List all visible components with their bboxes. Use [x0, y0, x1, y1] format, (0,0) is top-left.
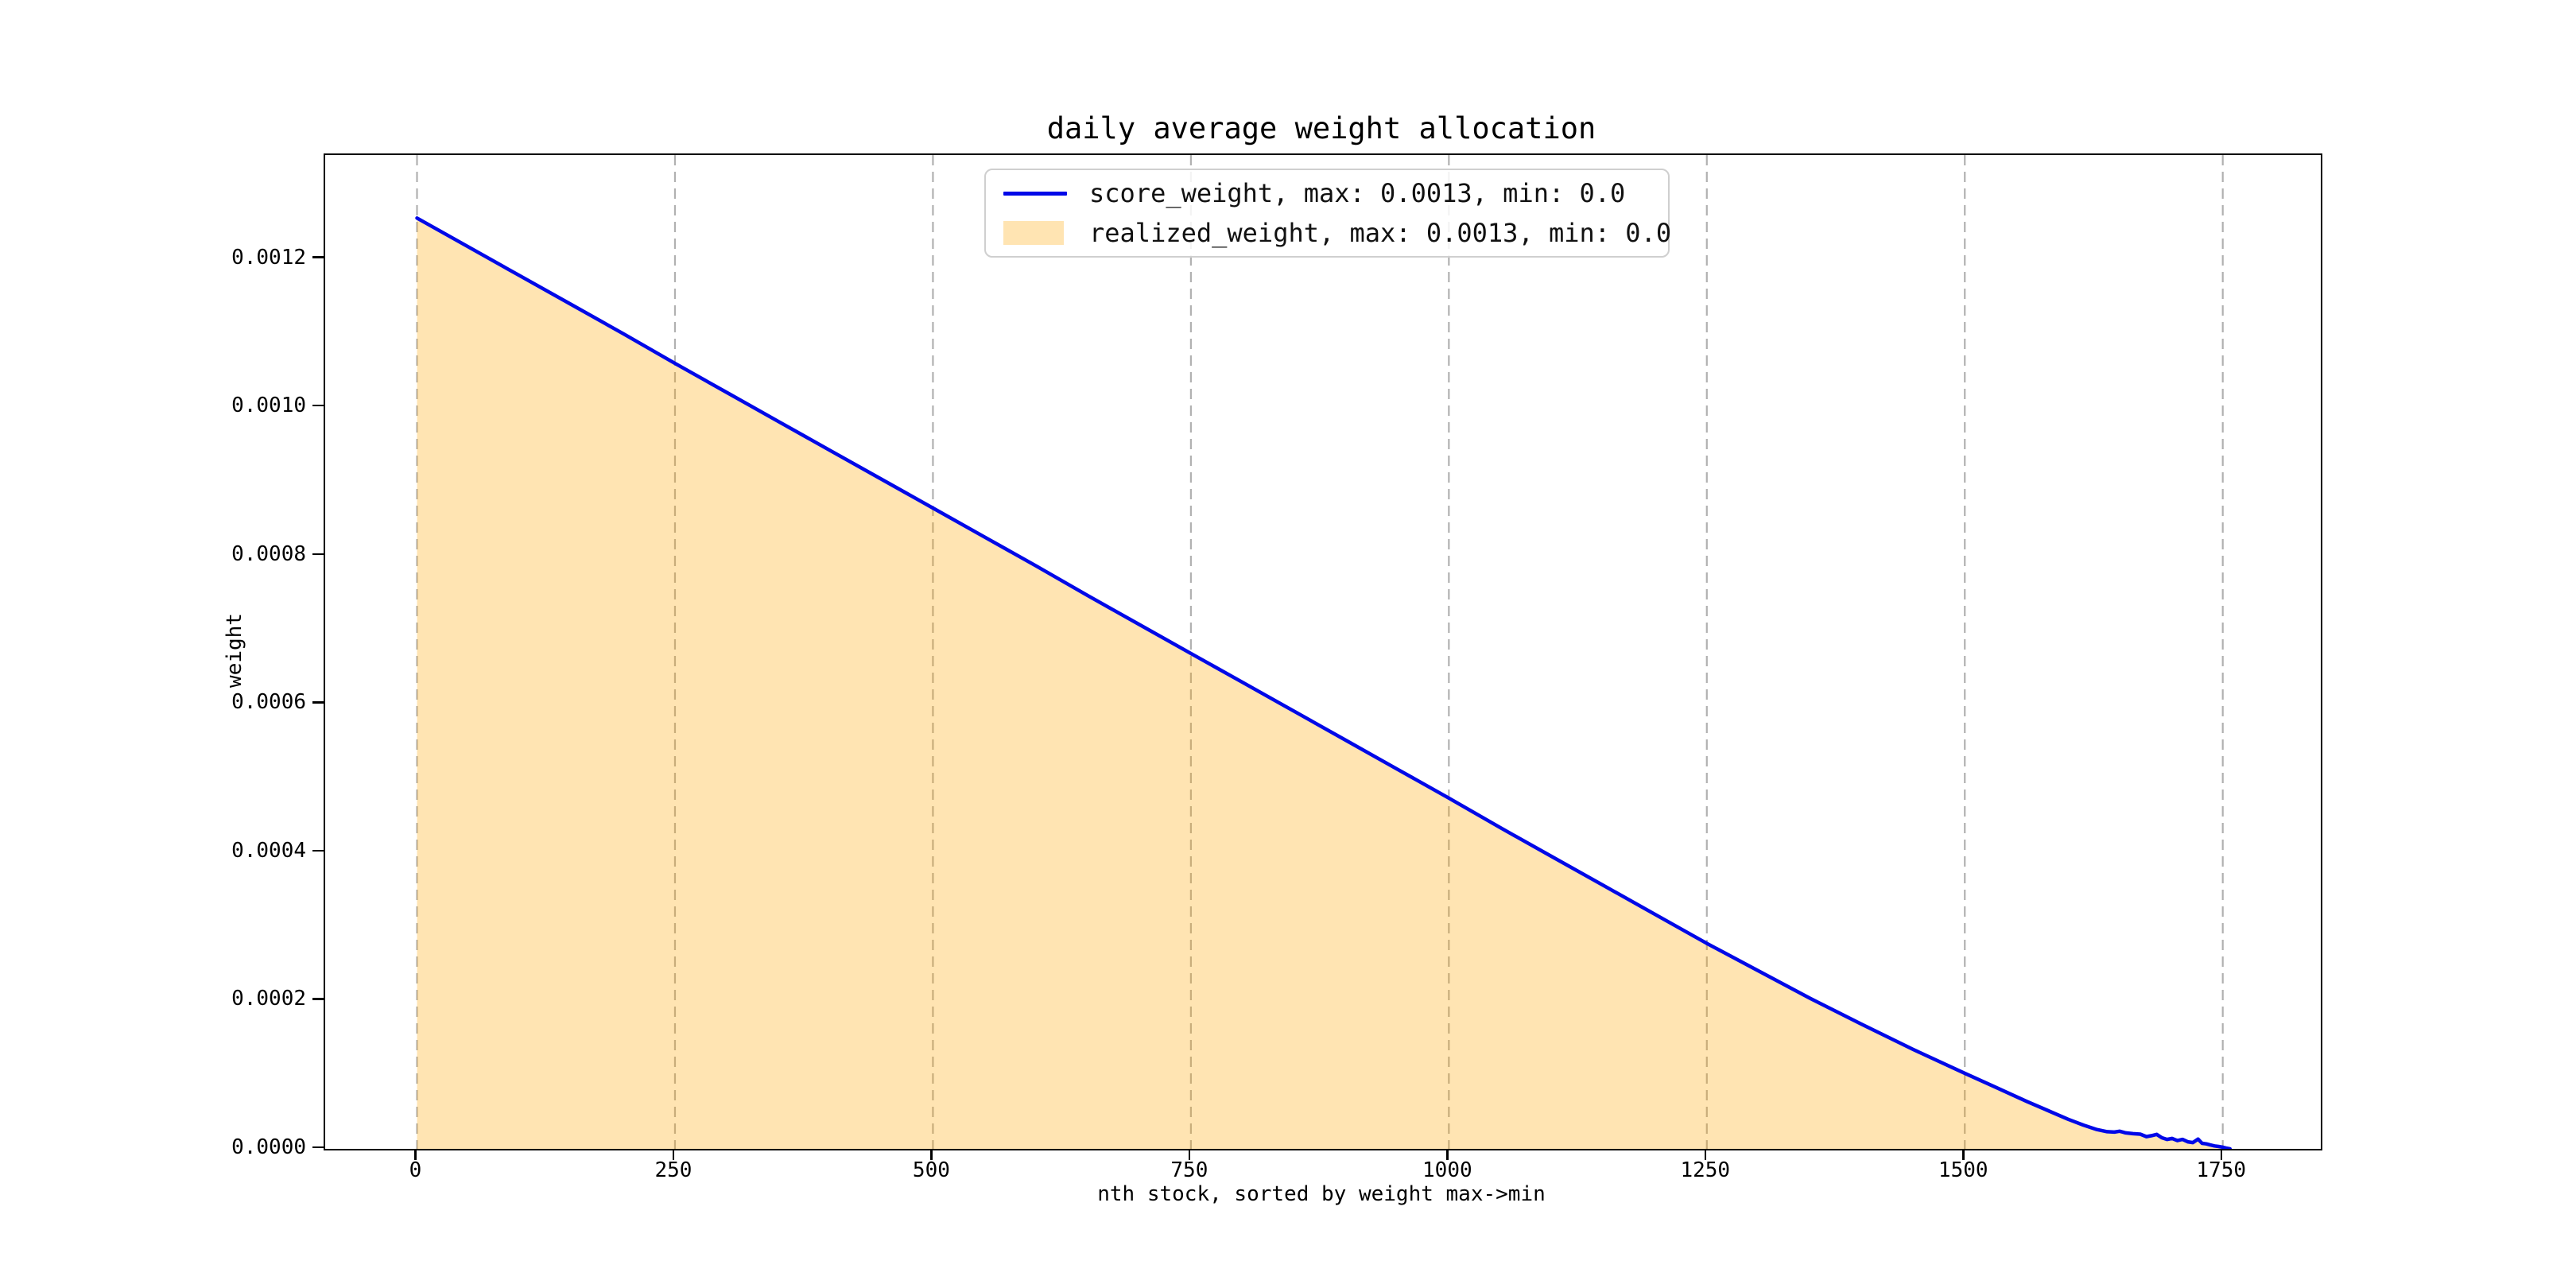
y-axis-tick-label: 0.0000	[231, 1135, 306, 1159]
x-axis-tick-label: 0	[409, 1158, 422, 1182]
plot-svg	[415, 155, 2233, 1149]
legend-item: realized_weight, max: 0.0013, min: 0.0	[1003, 216, 1671, 250]
x-tick-mark	[1962, 1149, 1965, 1160]
score-weight-line-swatch	[1003, 191, 1067, 196]
y-axis-tick-label: 0.0012	[231, 245, 306, 270]
realized-weight-patch-swatch	[1003, 221, 1064, 245]
y-axis-tick-label: 0.0010	[231, 394, 306, 418]
x-tick-mark	[672, 1149, 675, 1160]
x-axis-tick-label: 750	[1170, 1158, 1208, 1182]
x-axis-tick-label: 1250	[1680, 1158, 1731, 1182]
x-axis-tick-label: 1000	[1422, 1158, 1472, 1182]
y-tick-mark	[312, 701, 324, 704]
chart-title: daily average weight allocation	[1046, 111, 1596, 145]
plot-area	[324, 153, 2322, 1150]
x-axis-tick-label: 1500	[1938, 1158, 1988, 1182]
x-tick-mark	[1704, 1149, 1707, 1160]
x-axis-label: nth stock, sorted by weight max->min	[1097, 1182, 1546, 1206]
x-tick-mark	[2220, 1149, 2222, 1160]
x-tick-mark	[1446, 1149, 1449, 1160]
y-tick-mark	[312, 256, 324, 258]
legend-item: score_weight, max: 0.0013, min: 0.0	[1003, 177, 1651, 210]
y-tick-mark	[312, 849, 324, 852]
x-axis-tick-label: 500	[912, 1158, 950, 1182]
y-axis-tick-label: 0.0002	[231, 987, 306, 1011]
y-tick-mark	[312, 998, 324, 1000]
x-axis-tick-label: 1750	[2196, 1158, 2247, 1182]
x-axis-tick-label: 250	[654, 1158, 692, 1182]
y-axis-tick-label: 0.0006	[231, 690, 306, 715]
y-axis-tick-label: 0.0008	[231, 541, 306, 566]
y-axis-tick-label: 0.0004	[231, 838, 306, 863]
legend-swatch-cell	[1003, 191, 1067, 196]
legend-swatch-cell	[1003, 221, 1067, 245]
y-tick-mark	[312, 404, 324, 407]
legend-item-label: realized_weight, max: 0.0013, min: 0.0	[1089, 218, 1672, 248]
y-tick-mark	[312, 553, 324, 556]
score-weight-line	[415, 216, 2233, 1149]
y-tick-mark	[312, 1146, 324, 1149]
realized-weight-area	[417, 218, 2230, 1149]
legend-item-label: score_weight, max: 0.0013, min: 0.0	[1089, 178, 1626, 208]
x-tick-mark	[930, 1149, 933, 1160]
y-axis-label: weight	[223, 613, 246, 688]
legend: score_weight, max: 0.0013, min: 0.0 real…	[984, 169, 1671, 258]
x-tick-mark	[414, 1149, 417, 1160]
x-tick-mark	[1188, 1149, 1191, 1160]
